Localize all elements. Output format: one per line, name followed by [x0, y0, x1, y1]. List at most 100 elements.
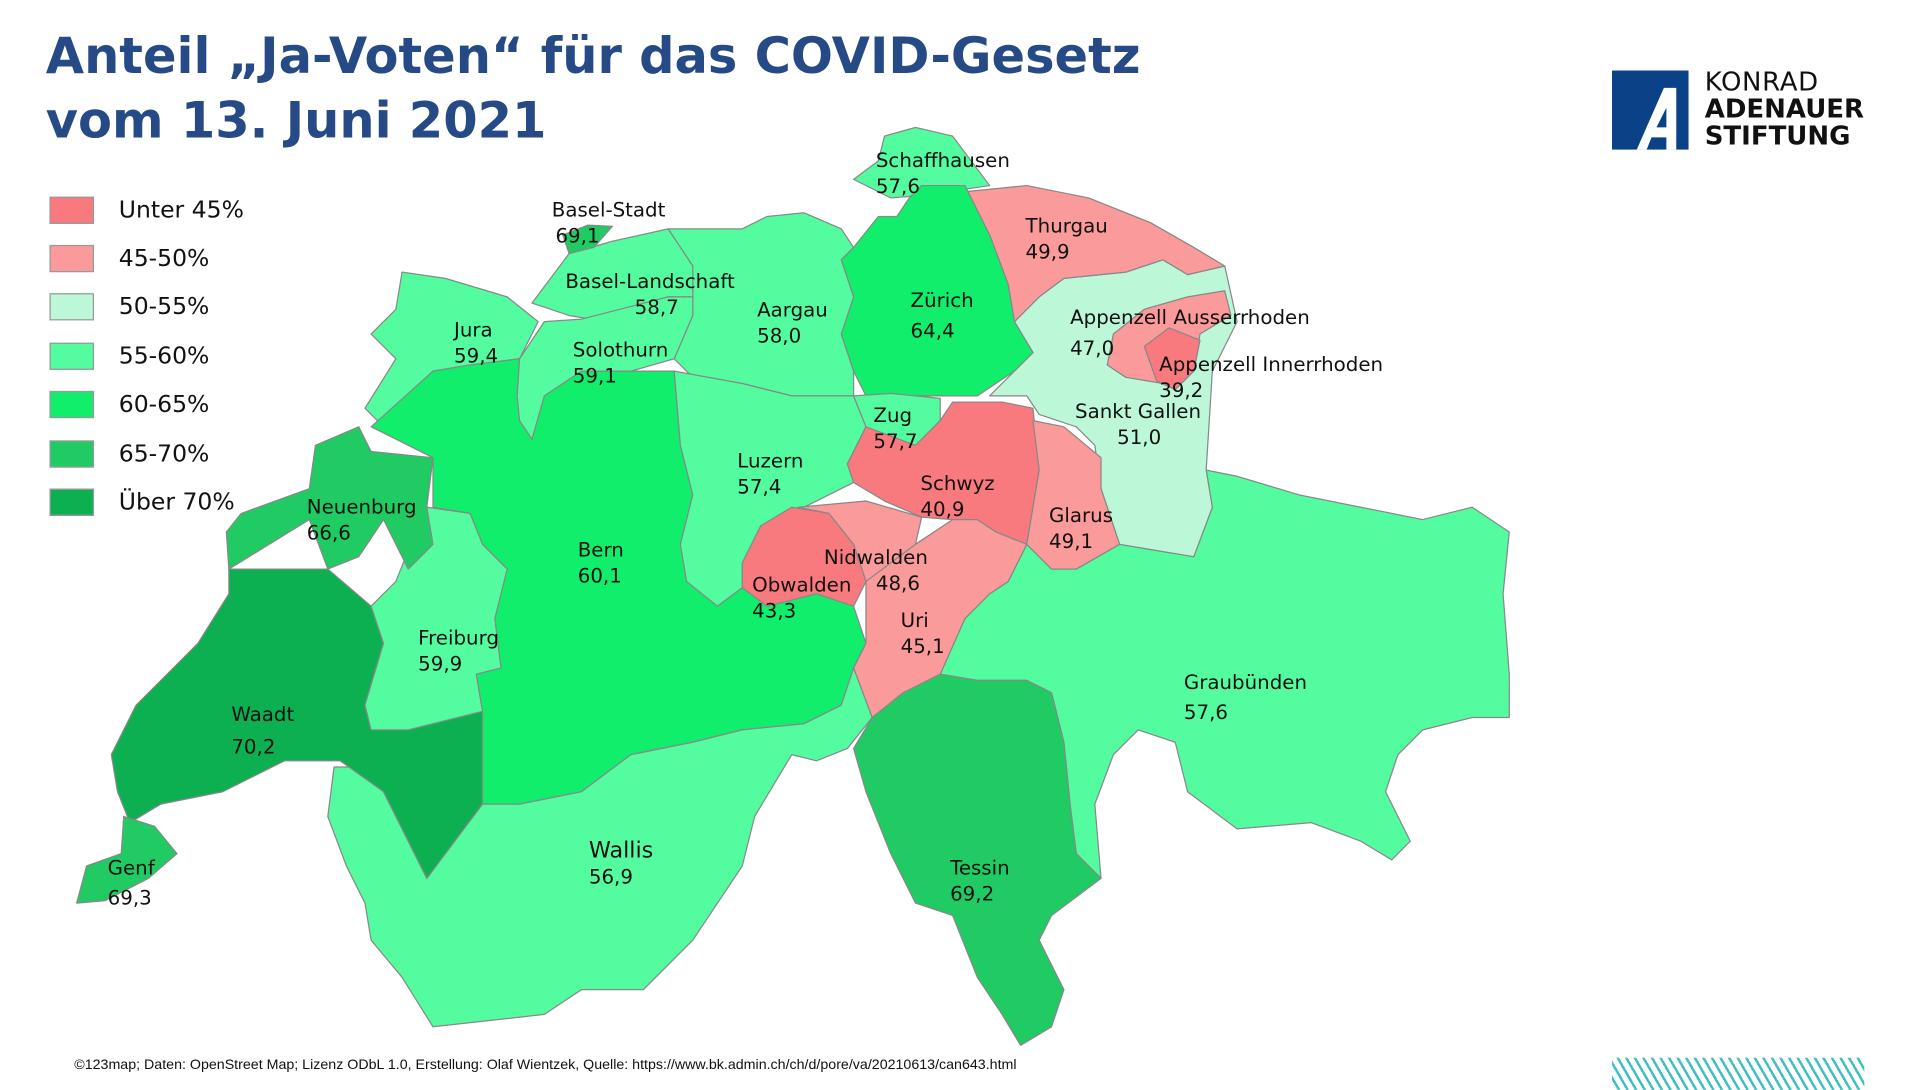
canton-genf[interactable]: [76, 815, 178, 904]
canton-name: Uri: [900, 608, 929, 633]
canton-name: Basel-Stadt: [551, 197, 666, 222]
label-graubuenden: Graubünden 57,6: [1184, 669, 1307, 725]
canton-name: Appenzell Ausserrhoden: [1070, 305, 1310, 330]
canton-name: Schwyz: [920, 471, 995, 495]
canton-wallis[interactable]: [327, 667, 873, 1028]
canton-name: Tessin: [950, 856, 1010, 880]
label-sankt-gallen: Sankt Gallen 51,0: [1075, 398, 1201, 450]
canton-value: 39,2: [1159, 378, 1204, 403]
kas-logo-icon: [1611, 70, 1689, 150]
canton-tessin[interactable]: [852, 673, 1102, 1046]
legend-label: Unter 45%: [118, 196, 244, 224]
canton-value: 69,3: [107, 885, 152, 910]
canton-value: 70,2: [231, 734, 276, 759]
label-nidwalden: Nidwalden 48,6: [824, 544, 928, 596]
legend-swatch: [49, 488, 95, 516]
canton-value: 47,0: [1070, 336, 1115, 360]
canton-name: Nidwalden: [823, 545, 928, 570]
title-line-2: vom 13. Juni 2021: [45, 92, 547, 150]
canton-solothurn[interactable]: [516, 296, 694, 440]
legend-item: Unter 45%: [49, 186, 244, 235]
canton-value: 57,7: [873, 429, 918, 453]
legend-swatch: [49, 391, 95, 419]
canton-value: 59,9: [418, 651, 463, 676]
canton-value: 60,1: [577, 564, 622, 588]
legend-label: 45-50%: [118, 245, 210, 273]
label-basel-stadt: Basel-Stadt 69,1: [552, 197, 666, 249]
label-aargau: Aargau 58,0: [757, 297, 828, 349]
canton-schaffhausen[interactable]: [852, 126, 991, 199]
canton-name: Waadt: [231, 702, 295, 727]
canton-value: 40,9: [920, 497, 965, 521]
canton-name: Thurgau: [1025, 214, 1108, 238]
canton-neuenburg[interactable]: [225, 426, 434, 570]
canton-appenzell-innerrhoden[interactable]: [1143, 327, 1201, 391]
canton-name: Graubünden: [1183, 670, 1307, 695]
canton-value: 56,9: [588, 864, 633, 889]
canton-value: 45,1: [900, 634, 945, 659]
label-solothurn: Solothurn 59,1: [573, 336, 668, 388]
label-appenzell-innerrhoden: Appenzell Innerrhoden 39,2: [1159, 351, 1383, 403]
label-genf: Genf 69,3: [108, 854, 155, 913]
decorative-hatch: [1611, 1057, 1865, 1090]
canton-name: Obwalden: [752, 572, 852, 597]
legend-swatch: [49, 245, 95, 273]
canton-value: 48,6: [875, 571, 920, 596]
logo-line-3: STIFTUNG: [1704, 121, 1851, 151]
canton-name: Appenzell Innerrhoden: [1159, 352, 1384, 377]
legend-label: 60-65%: [118, 391, 210, 419]
label-basel-landschaft: Basel-Landschaft 58,7: [565, 268, 734, 320]
legend-label: Über 70%: [118, 488, 235, 516]
canton-basel-stadt[interactable]: [562, 224, 613, 255]
canton-value: 57,6: [1183, 700, 1228, 724]
label-zuerich: Zürich 64,4: [911, 287, 974, 344]
canton-value: 59,4: [454, 343, 499, 368]
legend-item: 65-70%: [49, 429, 243, 478]
canton-value: 57,6: [875, 174, 920, 198]
canton-name: Glarus: [1049, 503, 1114, 528]
logo-text: KONRAD ADENAUER STIFTUNG: [1705, 68, 1864, 150]
legend-label: 65-70%: [118, 439, 210, 468]
canton-value: 43,3: [752, 598, 797, 623]
canton-value: 69,1: [555, 223, 600, 248]
legend-swatch: [49, 439, 95, 468]
canton-value: 57,4: [737, 475, 782, 499]
label-freiburg: Freiburg 59,9: [418, 625, 499, 677]
label-bern: Bern 60,1: [578, 537, 624, 589]
canton-glarus[interactable]: [1026, 419, 1121, 570]
canton-value: 51,0: [1117, 425, 1162, 450]
source-footer: ©123map; Daten: OpenStreet Map; Lizenz O…: [74, 1057, 1017, 1073]
canton-name: Aargau: [757, 298, 828, 322]
label-jura: Jura 59,4: [454, 317, 498, 369]
logo-line-1: KONRAD: [1704, 66, 1819, 97]
canton-name: Solothurn: [572, 337, 669, 362]
label-tessin: Tessin 69,2: [950, 855, 1010, 907]
label-zug: Zug 57,7: [873, 402, 917, 454]
canton-name: Genf: [107, 856, 155, 880]
canton-name: Bern: [577, 538, 624, 562]
legend-item: 55-60%: [49, 332, 243, 381]
canton-value: 59,1: [572, 363, 617, 388]
canton-freiburg[interactable]: [364, 506, 508, 731]
canton-name: Schaffhausen: [875, 148, 1010, 172]
canton-value: 58,7: [634, 295, 679, 320]
legend-item: 60-65%: [49, 380, 243, 429]
canton-name: Zug: [873, 403, 913, 427]
canton-value: 49,9: [1025, 239, 1070, 264]
canton-name: Luzern: [737, 449, 804, 473]
label-luzern: Luzern 57,4: [737, 448, 803, 500]
canton-value: 64,4: [910, 319, 955, 343]
legend: Unter 45% 45-50% 50-55% 55-60% 60-65% 65…: [49, 186, 244, 527]
canton-value: 66,6: [306, 520, 351, 545]
legend-swatch: [49, 196, 95, 224]
canton-name: Neuenburg: [306, 494, 417, 519]
label-neuenburg: Neuenburg 66,6: [307, 494, 417, 546]
label-schwyz: Schwyz 40,9: [920, 470, 994, 522]
canton-name: Zürich: [910, 288, 974, 312]
legend-label: 55-60%: [118, 342, 210, 370]
canton-name: Basel-Landschaft: [565, 269, 735, 294]
canton-name: Wallis: [588, 837, 654, 864]
legend-item: 50-55%: [49, 283, 243, 332]
